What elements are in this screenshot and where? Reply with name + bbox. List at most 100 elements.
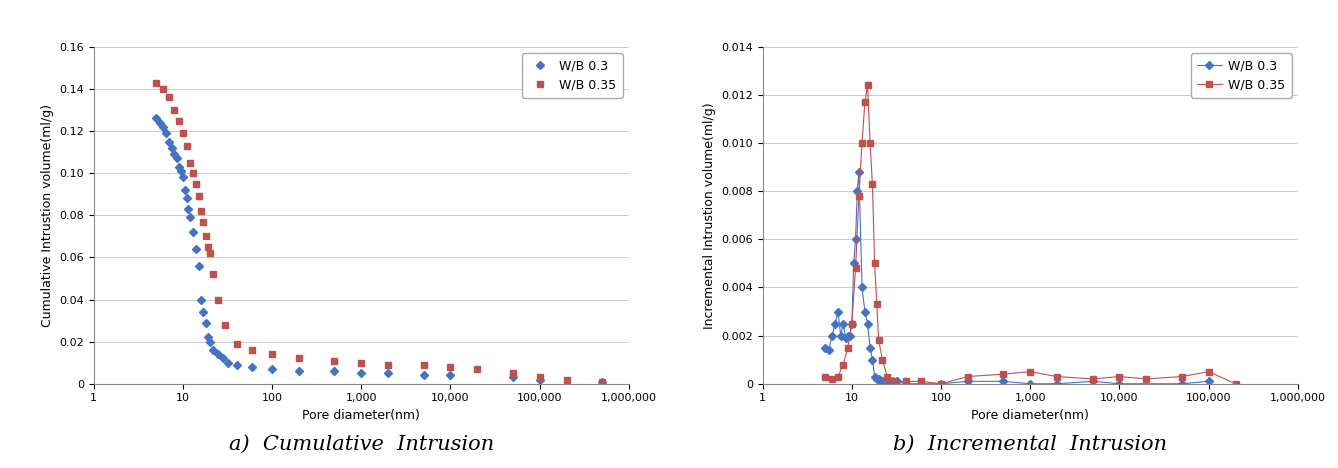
W/B 0.35 [178, 143, 194, 149]
W/B 0.3 [531, 377, 547, 382]
W/B 0.3 [879, 379, 895, 384]
W/B 0.3 [198, 320, 214, 326]
W/B 0.3 [245, 364, 261, 370]
W/B 0.35 [416, 362, 432, 368]
W/B 0.35 [217, 322, 233, 328]
W/B 0.35 [871, 337, 887, 343]
W/B 0.3 [859, 321, 875, 326]
W/B 0.35 [824, 376, 840, 382]
W/B 0.35 [504, 371, 520, 376]
W/B 0.35 [879, 374, 895, 380]
W/B 0.3 [1085, 379, 1101, 384]
X-axis label: Pore diameter(nm): Pore diameter(nm) [971, 409, 1089, 422]
W/B 0.35 [1112, 374, 1128, 380]
W/B 0.3 [868, 376, 884, 382]
W/B 0.3 [883, 379, 899, 384]
W/B 0.35 [859, 82, 875, 88]
W/B 0.35 [1022, 369, 1038, 374]
Text: a)  Cumulative  Intrusion: a) Cumulative Intrusion [229, 434, 494, 453]
W/B 0.35 [914, 379, 930, 384]
W/B 0.35 [840, 345, 856, 351]
W/B 0.3 [1200, 379, 1216, 384]
W/B 0.35 [155, 86, 171, 92]
W/B 0.35 [229, 341, 245, 346]
Line: W/B 0.35: W/B 0.35 [823, 82, 1238, 387]
W/B 0.3 [205, 347, 221, 353]
W/B 0.35 [531, 374, 547, 380]
W/B 0.35 [1139, 376, 1155, 382]
W/B 0.3 [995, 379, 1012, 384]
W/B 0.35 [199, 244, 215, 250]
Legend: W/B 0.3, W/B 0.35: W/B 0.3, W/B 0.35 [1191, 53, 1291, 98]
W/B 0.3 [185, 229, 201, 235]
W/B 0.35 [835, 362, 851, 367]
W/B 0.35 [844, 321, 860, 326]
W/B 0.35 [182, 160, 198, 166]
W/B 0.35 [470, 366, 486, 372]
W/B 0.3 [219, 360, 235, 366]
W/B 0.35 [1173, 374, 1189, 380]
W/B 0.3 [842, 333, 858, 338]
W/B 0.3 [195, 309, 211, 315]
W/B 0.35 [326, 358, 343, 363]
Line: W/B 0.3: W/B 0.3 [823, 169, 1211, 387]
W/B 0.35 [830, 374, 846, 380]
W/B 0.3 [874, 379, 890, 384]
W/B 0.35 [854, 140, 870, 146]
W/B 0.3 [840, 333, 856, 338]
W/B 0.35 [594, 379, 610, 385]
W/B 0.35 [886, 379, 902, 384]
W/B 0.3 [594, 379, 610, 385]
W/B 0.3 [161, 139, 177, 144]
W/B 0.3 [862, 345, 878, 351]
W/B 0.3 [850, 189, 866, 194]
W/B 0.35 [995, 371, 1012, 377]
W/B 0.35 [193, 208, 209, 214]
W/B 0.3 [443, 373, 459, 378]
W/B 0.3 [155, 124, 171, 130]
W/B 0.3 [856, 309, 872, 314]
W/B 0.35 [185, 170, 201, 176]
W/B 0.35 [818, 374, 834, 380]
W/B 0.3 [229, 362, 245, 368]
W/B 0.3 [178, 196, 194, 201]
W/B 0.3 [151, 120, 167, 125]
W/B 0.3 [1112, 381, 1128, 387]
W/B 0.3 [824, 333, 840, 338]
W/B 0.3 [210, 351, 226, 357]
W/B 0.35 [1227, 381, 1243, 387]
W/B 0.3 [830, 309, 846, 314]
W/B 0.3 [504, 374, 520, 380]
W/B 0.3 [214, 356, 230, 361]
W/B 0.3 [175, 175, 191, 180]
W/B 0.3 [202, 339, 218, 344]
W/B 0.35 [149, 80, 165, 86]
W/B 0.35 [171, 118, 187, 124]
W/B 0.35 [933, 381, 949, 387]
W/B 0.3 [380, 371, 396, 376]
W/B 0.35 [898, 379, 914, 384]
Text: b)  Incremental  Intrusion: b) Incremental Intrusion [894, 434, 1167, 453]
W/B 0.35 [1085, 376, 1101, 382]
W/B 0.35 [161, 95, 177, 100]
W/B 0.3 [838, 335, 854, 341]
W/B 0.35 [187, 181, 203, 187]
Line: W/B 0.3: W/B 0.3 [154, 116, 605, 384]
W/B 0.3 [1049, 381, 1065, 387]
W/B 0.3 [177, 187, 193, 193]
X-axis label: Pore diameter(nm): Pore diameter(nm) [302, 409, 420, 422]
W/B 0.3 [898, 381, 914, 387]
W/B 0.35 [190, 194, 206, 199]
W/B 0.3 [173, 168, 189, 174]
W/B 0.35 [166, 107, 182, 113]
W/B 0.3 [844, 321, 860, 326]
W/B 0.35 [864, 181, 880, 187]
W/B 0.3 [290, 368, 306, 374]
W/B 0.3 [847, 236, 863, 242]
W/B 0.35 [847, 265, 863, 271]
W/B 0.3 [326, 368, 343, 374]
W/B 0.35 [202, 250, 218, 256]
W/B 0.3 [190, 263, 206, 269]
W/B 0.3 [353, 371, 369, 376]
W/B 0.35 [851, 193, 867, 199]
